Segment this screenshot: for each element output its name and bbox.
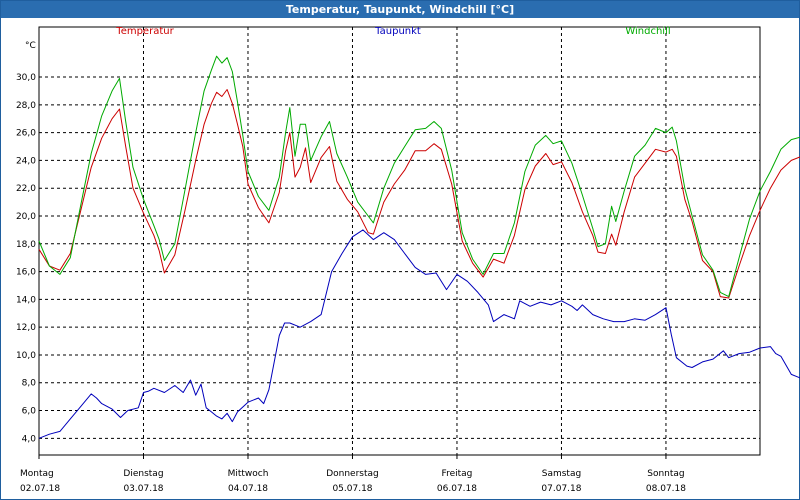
x-tick-date-label: 04.07.18 — [228, 484, 268, 494]
y-tick-label: 24,0 — [16, 156, 36, 166]
x-tick-day-label: Donnerstag — [326, 469, 379, 479]
y-tick-label: 6,0 — [22, 407, 37, 417]
x-tick-date-label: 05.07.18 — [332, 484, 372, 494]
x-tick-day-label: Freitag — [442, 469, 473, 479]
y-tick-label: 4,0 — [22, 434, 37, 444]
x-tick-day-label: Samstag — [542, 469, 581, 479]
legend: Temperatur Taupunkt Windchill — [115, 26, 670, 37]
series-line-windchill — [38, 55, 800, 298]
series-line-taupunkt — [38, 229, 800, 439]
y-axis-ticks: 4,0 6,0 8,0 10,0 12,0 14,0 16,0 18,0 20,0 22,0 24,… — [16, 73, 36, 444]
legend-item-taupunkt: Taupunkt — [374, 26, 421, 37]
y-tick-label: 28,0 — [16, 101, 36, 111]
x-tick-date-label: 07.07.18 — [541, 484, 581, 494]
y-tick-label: 22,0 — [16, 184, 36, 194]
plot-frame — [38, 26, 761, 456]
y-tick-label: 26,0 — [16, 129, 36, 139]
y-tick-label: 10,0 — [16, 351, 36, 361]
x-tick-day-label: Sonntag — [647, 469, 684, 479]
x-tick-date-label: 06.07.18 — [437, 484, 477, 494]
x-axis-ticks: Montag 02.07.18 Dienstag 03.07.18 Mittwoch 04… — [20, 455, 686, 494]
legend-item-temperatur: Temperatur — [115, 26, 174, 37]
y-tick-label: 8,0 — [22, 379, 37, 389]
legend-item-windchill: Windchill — [625, 26, 670, 37]
x-tick-day-label: Montag — [20, 469, 54, 479]
series-line-temperatur — [38, 89, 800, 299]
y-tick-label: 14,0 — [16, 295, 36, 305]
y-tick-label: 16,0 — [16, 268, 36, 278]
x-tick-date-label: 08.07.18 — [646, 484, 686, 494]
x-tick-date-label: 03.07.18 — [123, 484, 163, 494]
series-lines — [38, 55, 800, 439]
grid — [38, 26, 761, 456]
window-title: Temperatur, Taupunkt, Windchill [°C] — [1, 1, 799, 18]
x-tick-date-label: 02.07.18 — [20, 484, 60, 494]
x-tick-day-label: Dienstag — [123, 469, 163, 479]
y-tick-label: 30,0 — [16, 73, 36, 83]
y-tick-label: 20,0 — [16, 212, 36, 222]
x-tick-day-label: Mittwoch — [228, 469, 269, 479]
y-axis-unit: °C — [25, 41, 36, 51]
y-tick-label: 12,0 — [16, 323, 36, 333]
y-tick-label: 18,0 — [16, 240, 36, 250]
